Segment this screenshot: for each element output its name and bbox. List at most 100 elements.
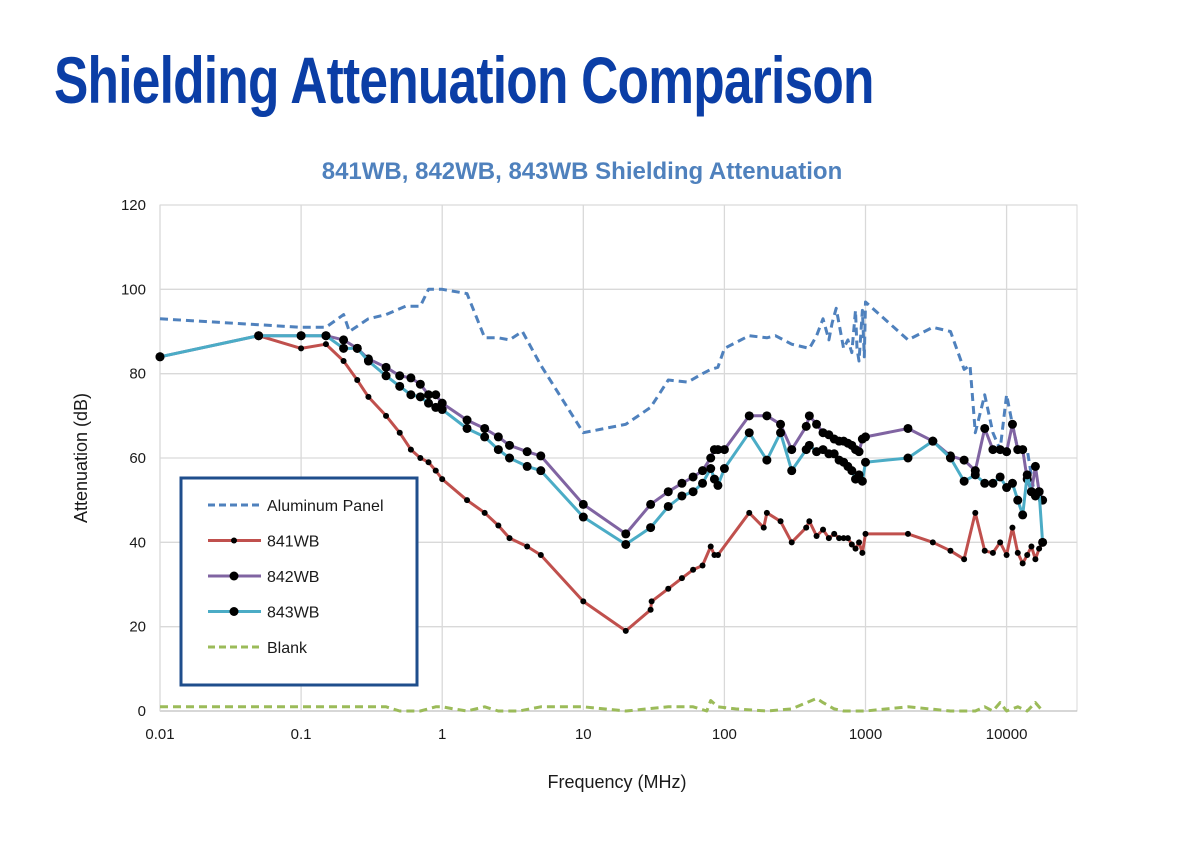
data-point-843wb xyxy=(1022,470,1032,480)
legend-item-843wb: 843WB xyxy=(208,605,319,622)
x-tick-label: 100 xyxy=(712,726,737,743)
data-point-841wb xyxy=(648,598,655,605)
legend-label-843wb: 843WB xyxy=(267,605,319,622)
data-point-842wb xyxy=(1018,445,1028,455)
data-point-842wb xyxy=(1007,419,1017,429)
data-point-842wb xyxy=(854,447,864,457)
series-843wb xyxy=(155,331,1048,549)
data-point-841wb xyxy=(495,522,502,529)
data-point-842wb xyxy=(339,335,349,345)
data-point-843wb xyxy=(988,478,998,488)
data-point-841wb xyxy=(788,539,795,546)
data-point-843wb xyxy=(857,476,867,486)
data-point-842wb xyxy=(480,423,490,433)
data-point-841wb xyxy=(844,535,851,542)
data-point-842wb xyxy=(536,451,546,461)
data-point-843wb xyxy=(321,331,331,341)
data-point-841wb xyxy=(383,412,390,419)
x-tick-label: 1000 xyxy=(849,726,882,743)
data-point-841wb xyxy=(1032,556,1039,563)
data-point-841wb xyxy=(862,530,869,537)
y-axis-ticks: 0 20 40 60 80 100 120 xyxy=(121,197,146,720)
y-tick-label: 60 xyxy=(129,450,146,467)
data-point-841wb xyxy=(997,539,1004,546)
data-point-842wb xyxy=(381,362,391,372)
x-axis-ticks: 0.01 0.1 1 10 100 1000 10000 xyxy=(145,726,1027,743)
data-point-842wb xyxy=(698,466,708,476)
data-point-841wb xyxy=(506,535,513,542)
data-point-842wb xyxy=(646,499,656,509)
chart-title: 841WB, 842WB, 843WB Shielding Attenuatio… xyxy=(322,158,843,185)
data-point-841wb xyxy=(407,446,414,453)
legend-marker-841wb xyxy=(231,537,237,544)
data-point-842wb xyxy=(621,529,631,539)
data-point-843wb xyxy=(437,405,447,415)
data-point-843wb xyxy=(706,464,716,474)
data-point-842wb xyxy=(462,415,472,425)
legend-item-841wb: 841WB xyxy=(208,534,319,551)
data-point-841wb xyxy=(820,526,827,533)
y-tick-label: 80 xyxy=(129,366,146,383)
data-point-843wb xyxy=(424,398,434,408)
legend-item-blank: Blank xyxy=(208,640,308,657)
legend-label-blank: Blank xyxy=(267,640,308,657)
data-point-842wb xyxy=(787,445,797,455)
data-point-843wb xyxy=(462,423,472,433)
data-point-843wb xyxy=(980,478,990,488)
legend-item-aluminum-panel: Aluminum Panel xyxy=(208,498,384,515)
data-point-843wb xyxy=(536,466,546,476)
data-point-841wb xyxy=(831,530,838,537)
data-point-843wb xyxy=(296,331,306,341)
data-point-843wb xyxy=(688,487,698,497)
data-point-841wb xyxy=(524,543,531,550)
data-point-841wb xyxy=(1009,524,1016,531)
data-point-841wb xyxy=(763,509,770,516)
legend-label-842wb: 842WB xyxy=(267,569,319,586)
data-point-843wb xyxy=(829,449,839,459)
data-point-843wb xyxy=(254,331,264,341)
x-tick-label: 1 xyxy=(438,726,446,743)
data-point-843wb xyxy=(698,478,708,488)
data-point-841wb xyxy=(972,509,979,516)
data-point-842wb xyxy=(776,419,786,429)
data-point-843wb xyxy=(847,466,857,476)
legend-marker-842wb xyxy=(229,571,239,581)
legend-marker-843wb xyxy=(229,607,239,616)
series-aluminum-panel xyxy=(159,287,1043,502)
data-point-841wb xyxy=(825,535,832,542)
series-line-aluminum-panel xyxy=(159,287,1043,502)
data-point-842wb xyxy=(505,440,515,450)
series-layer xyxy=(155,287,1048,713)
data-point-842wb xyxy=(988,445,998,455)
y-tick-label: 120 xyxy=(121,197,146,214)
data-point-841wb xyxy=(803,524,810,531)
data-point-841wb xyxy=(813,533,820,540)
data-point-843wb xyxy=(621,539,631,549)
page-title: Shielding Attenuation Comparison xyxy=(54,43,874,117)
data-point-842wb xyxy=(762,411,772,421)
data-point-841wb xyxy=(425,459,432,466)
data-point-842wb xyxy=(713,445,723,455)
legend-item-842wb: 842WB xyxy=(208,569,319,586)
data-point-843wb xyxy=(1013,495,1023,505)
data-point-841wb xyxy=(690,566,697,573)
series-841wb xyxy=(255,332,1046,634)
legend-label-aluminum-panel: Aluminum Panel xyxy=(267,498,384,515)
x-tick-label: 0.1 xyxy=(291,726,312,743)
data-point-841wb xyxy=(365,393,372,400)
data-point-842wb xyxy=(801,421,811,431)
series-line-blank xyxy=(160,696,1044,713)
data-point-841wb xyxy=(322,341,329,348)
data-point-842wb xyxy=(719,445,729,455)
data-point-842wb xyxy=(406,373,416,383)
data-point-841wb xyxy=(929,539,936,546)
data-point-841wb xyxy=(699,562,706,569)
data-point-841wb xyxy=(856,539,863,546)
data-point-841wb xyxy=(678,575,685,582)
data-point-843wb xyxy=(663,501,673,511)
data-point-841wb xyxy=(707,543,714,550)
data-point-841wb xyxy=(1014,549,1021,556)
data-point-843wb xyxy=(578,512,588,522)
data-point-843wb xyxy=(406,390,416,400)
data-point-843wb xyxy=(804,440,814,450)
